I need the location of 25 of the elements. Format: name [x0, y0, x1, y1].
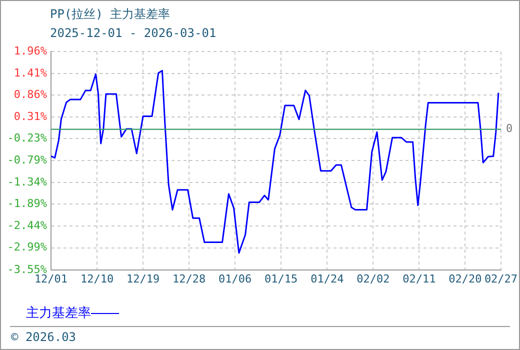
- x-tick-label: 12/10: [80, 272, 114, 286]
- x-tick-label: 12/19: [126, 272, 160, 286]
- y-tick-label: 1.41%: [14, 66, 48, 80]
- x-tick-label: 01/15: [264, 272, 298, 286]
- x-tick-label: 02/27: [484, 272, 518, 286]
- y-tick-label: -0.79%: [7, 153, 48, 166]
- chart-subtitle: 2025-12-01 - 2026-03-01: [50, 26, 216, 40]
- x-tick-label: 01/06: [218, 272, 252, 286]
- x-tick-label: 02/02: [356, 272, 390, 286]
- chart-title: PP(拉丝) 主力基差率: [50, 6, 170, 23]
- ref-line-label: 0: [506, 122, 513, 136]
- y-tick-label: -2.44%: [7, 218, 48, 232]
- x-tick-label: 12/28: [172, 272, 206, 286]
- y-tick-label: -1.89%: [7, 197, 48, 210]
- x-tick-label: 02/11: [402, 272, 436, 286]
- x-tick-label: 02/20: [448, 272, 482, 286]
- legend-label: 主力基差率: [26, 305, 91, 322]
- y-tick-label: 0.31%: [14, 110, 48, 123]
- y-tick-label: -2.99%: [7, 240, 48, 254]
- y-tick-label: -1.34%: [7, 175, 48, 188]
- y-tick-label: -0.23%: [7, 131, 48, 144]
- y-tick-label: 0.86%: [14, 88, 48, 102]
- text: © 2026.03: [11, 330, 76, 344]
- y-tick-label: 1.96%: [14, 44, 48, 58]
- x-tick-label: 01/24: [310, 272, 344, 286]
